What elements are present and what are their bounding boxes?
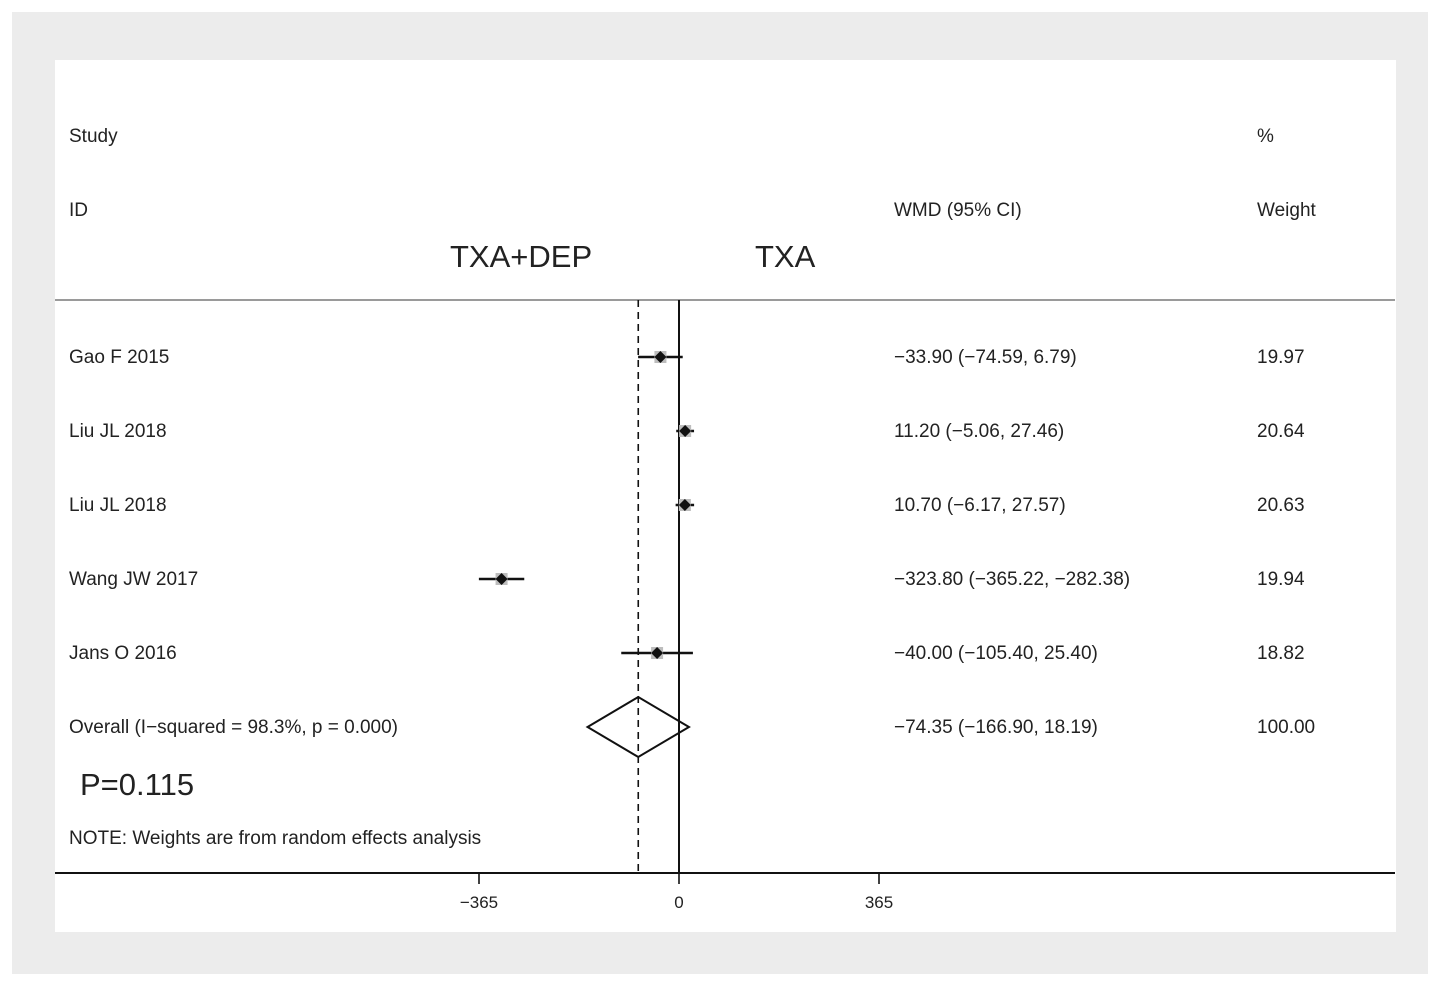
study-weight: 20.63 (1257, 495, 1305, 516)
study-effect-ci: −33.90 (−74.59, 6.79) (894, 347, 1077, 368)
overall-label: Overall (I−squared = 98.3%, p = 0.000) (69, 717, 399, 738)
overall-effect-ci: −74.35 (−166.90, 18.19) (894, 717, 1098, 738)
study-effect-ci: −323.80 (−365.22, −282.38) (894, 569, 1131, 590)
favours-right-label: TXA (755, 239, 816, 274)
favours-left-label: TXA+DEP (450, 239, 593, 274)
header-weight: Weight (1257, 200, 1316, 221)
study-label: Gao F 2015 (69, 347, 170, 368)
study-label: Liu JL 2018 (69, 421, 167, 442)
weights-note: NOTE: Weights are from random effects an… (69, 828, 482, 849)
header-effect: WMD (95% CI) (894, 200, 1022, 221)
plot-panel (55, 60, 1396, 932)
study-effect-ci: 10.70 (−6.17, 27.57) (894, 495, 1066, 516)
x-tick-label: 365 (864, 893, 894, 912)
study-point-estimate (654, 351, 667, 363)
study-label: Wang JW 2017 (69, 569, 199, 590)
study-point-estimate (495, 573, 508, 585)
header-study: Study (69, 126, 118, 147)
study-point-estimate (679, 425, 692, 437)
overall-weight: 100.00 (1257, 717, 1316, 738)
p-value-label: P=0.115 (80, 767, 195, 802)
study-label: Jans O 2016 (69, 643, 177, 664)
study-weight: 19.94 (1257, 569, 1305, 590)
header-id: ID (69, 200, 88, 221)
study-weight: 20.64 (1257, 421, 1305, 442)
study-point-estimate (678, 499, 691, 511)
study-weight: 18.82 (1257, 643, 1305, 664)
study-label: Liu JL 2018 (69, 495, 167, 516)
x-tick-label: −365 (459, 893, 499, 912)
study-point-estimate (651, 647, 664, 659)
x-tick-label: 0 (674, 893, 684, 912)
header-percent: % (1257, 126, 1274, 147)
overall-diamond (585, 695, 691, 759)
study-effect-ci: −40.00 (−105.40, 25.40) (894, 643, 1098, 664)
study-weight: 19.97 (1257, 347, 1305, 368)
study-effect-ci: 11.20 (−5.06, 27.46) (894, 421, 1065, 442)
